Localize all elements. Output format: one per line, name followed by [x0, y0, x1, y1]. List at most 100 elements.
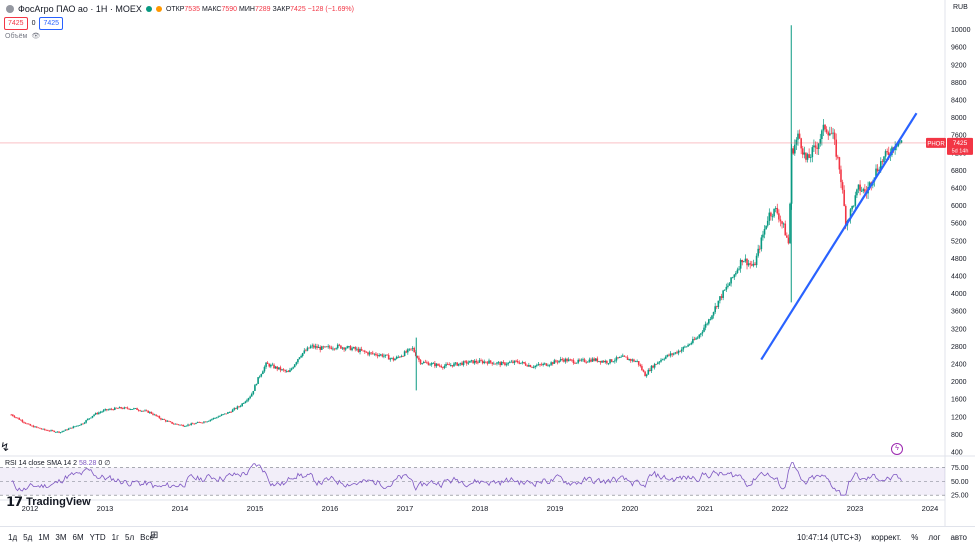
candle-body: [677, 350, 680, 354]
candle-body: [545, 363, 548, 366]
x-tick-label: 2019: [547, 504, 564, 513]
candle-body: [43, 428, 46, 430]
buy-price-button[interactable]: 7425: [39, 17, 64, 30]
candle-body: [427, 362, 430, 366]
candle-body: [379, 354, 382, 356]
candle-body: [602, 360, 605, 363]
candle-body: [242, 403, 245, 404]
candle-body: [547, 365, 549, 367]
candle-body: [297, 359, 299, 363]
candle-body: [499, 362, 501, 366]
price-chart[interactable]: RUB 400 800 1200 1600 2000 2400 2800 3200 3600 400…: [0, 0, 975, 526]
candle-body: [40, 428, 43, 430]
candle-body: [67, 428, 70, 430]
timeframe-8[interactable]: Все: [140, 533, 154, 542]
candle-body: [536, 365, 538, 367]
timeframe-1[interactable]: 5д: [23, 533, 33, 542]
y-tick-label: 4400: [951, 274, 967, 281]
candle-body: [185, 425, 188, 427]
timeframe-3[interactable]: 3М: [55, 533, 67, 542]
candle-body: [553, 360, 556, 364]
candle-body: [717, 300, 720, 308]
candle-body: [15, 417, 17, 419]
candle-body: [238, 406, 240, 408]
candle-body: [39, 427, 41, 429]
adjust-toggle[interactable]: коррект.: [871, 533, 902, 542]
timeframe-5[interactable]: YTD: [89, 533, 106, 542]
percent-toggle[interactable]: %: [911, 533, 919, 542]
candle-body: [787, 237, 790, 244]
candle-body: [586, 361, 589, 363]
timeframe-4[interactable]: 6М: [72, 533, 84, 542]
candle-body: [376, 355, 379, 357]
auto-toggle[interactable]: авто: [950, 533, 967, 542]
timeframe-7[interactable]: 5л: [125, 533, 135, 542]
x-tick-label: 2018: [472, 504, 489, 513]
candle-body: [567, 359, 570, 362]
candle-body: [652, 365, 654, 368]
candle-body: [55, 431, 57, 433]
timeframe-0[interactable]: 1д: [8, 533, 18, 542]
candle-body: [252, 390, 255, 394]
candle-body: [106, 409, 108, 411]
candle-body: [660, 359, 662, 362]
date-range-icon[interactable]: ⊞: [150, 530, 159, 541]
sell-price-button[interactable]: 7425: [4, 17, 28, 30]
candle-body: [356, 348, 358, 350]
candle-body: [801, 148, 804, 155]
candle-body: [744, 258, 747, 262]
candle-body: [164, 419, 167, 422]
chart-header: ФосАгро ПАО ао · 1Н · MOEX ОТКР7535 МАКС…: [6, 4, 354, 14]
candle-body: [550, 362, 552, 365]
candle-body: [168, 420, 170, 422]
candle-body: [599, 360, 602, 363]
candle-body: [477, 362, 479, 364]
candle-body: [852, 205, 855, 207]
eye-icon[interactable]: 👁: [31, 33, 41, 40]
candle-body: [739, 259, 742, 269]
clock-time[interactable]: 10:47:14 (UTC+3): [796, 533, 862, 542]
candle-body: [434, 363, 436, 367]
candle-body: [666, 354, 669, 357]
candle-body: [561, 359, 564, 360]
candle-body: [507, 362, 509, 365]
timeframe-6[interactable]: 1г: [111, 533, 119, 542]
candle-body: [806, 154, 809, 160]
candle-body: [426, 362, 428, 364]
candle-body: [53, 430, 56, 432]
candle-body: [344, 348, 347, 350]
candle-body: [617, 357, 619, 359]
candle-body: [51, 430, 54, 432]
candle-body: [410, 348, 412, 350]
candle-body: [83, 422, 86, 424]
candle-body: [244, 401, 247, 404]
candle-body: [534, 365, 537, 368]
rsi-value: 58.28: [78, 460, 97, 467]
candle-body: [141, 410, 143, 412]
candle-body: [61, 431, 64, 433]
y-tick-label: 9600: [951, 45, 967, 52]
y-tick-label: 3200: [951, 326, 967, 333]
trend-line[interactable]: [760, 112, 918, 361]
candle-body: [478, 360, 481, 363]
candle-body: [443, 365, 446, 368]
candle-body: [63, 430, 65, 432]
candle-body: [403, 351, 406, 357]
candle-body: [182, 424, 185, 427]
alert-icon[interactable]: ϟ: [891, 443, 903, 455]
log-toggle[interactable]: лог: [928, 533, 941, 542]
timeframe-2[interactable]: 1М: [38, 533, 50, 542]
candle-body: [322, 346, 325, 348]
symbol-title[interactable]: ФосАгро ПАО ао · 1Н · MOEX: [18, 4, 142, 14]
candle-body: [827, 132, 830, 136]
y-tick-label: 4000: [951, 291, 967, 298]
candle-body: [566, 358, 568, 362]
tradingview-logo: 𝟭𝟳 TradingView: [6, 494, 91, 509]
x-tick-label: 2023: [847, 504, 864, 513]
candle-body: [687, 344, 689, 347]
candle-body: [628, 359, 630, 360]
candle-body: [82, 423, 84, 425]
candle-body: [465, 361, 468, 364]
candle-body: [58, 431, 60, 433]
candle-body: [864, 189, 866, 192]
